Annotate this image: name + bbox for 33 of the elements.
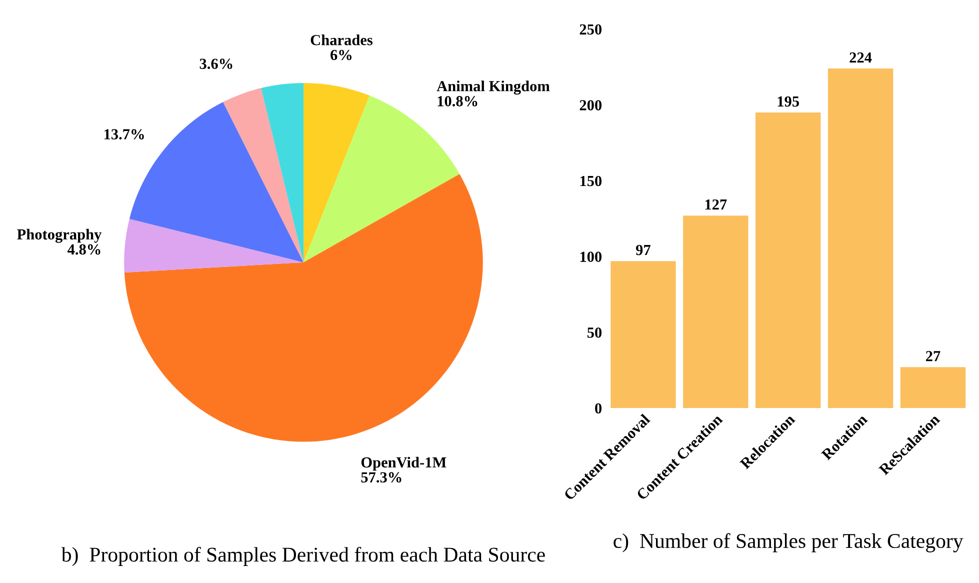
data-label: 97 (636, 244, 650, 256)
data-label: 3.6% (200, 58, 232, 70)
data-label: 127 (705, 199, 727, 210)
y-tick-label: 200 (580, 100, 602, 110)
pie-slice (303, 82, 370, 262)
text: c) Number of Samples per Task Category (614, 533, 964, 552)
pie-slice (223, 88, 304, 262)
text: b) Proportion of Samples Derived from each Data Source (61, 546, 545, 566)
bar (610, 261, 676, 408)
slice-label: Photography (17, 228, 102, 243)
pie-slice (124, 218, 304, 272)
data-label: 224 (850, 52, 872, 63)
slice-label: Charades (310, 34, 373, 46)
y-tick-label: 250 (580, 24, 602, 35)
bar (900, 367, 966, 408)
data-label: 195 (778, 96, 799, 107)
data-label: 10.8% (438, 96, 478, 106)
data-label: 57.3% (361, 472, 402, 483)
data-label: 4.8% (68, 244, 100, 255)
data-label: 6% (330, 50, 352, 60)
y-tick-label: 0 (595, 403, 602, 414)
slice-label: Animal Kingdom (436, 80, 550, 95)
bar (828, 68, 894, 408)
y-tick-label: 50 (587, 327, 602, 338)
y-tick-label: 100 (580, 252, 602, 262)
bar (755, 112, 821, 408)
slice-label: OpenVid-1M (361, 456, 446, 471)
pie-slice (261, 82, 304, 262)
y-tick-label: 150 (580, 176, 602, 186)
bar (683, 216, 748, 408)
data-label: 13.7% (104, 129, 144, 140)
data-label: 27 (926, 351, 940, 362)
pie-slice (124, 174, 483, 442)
